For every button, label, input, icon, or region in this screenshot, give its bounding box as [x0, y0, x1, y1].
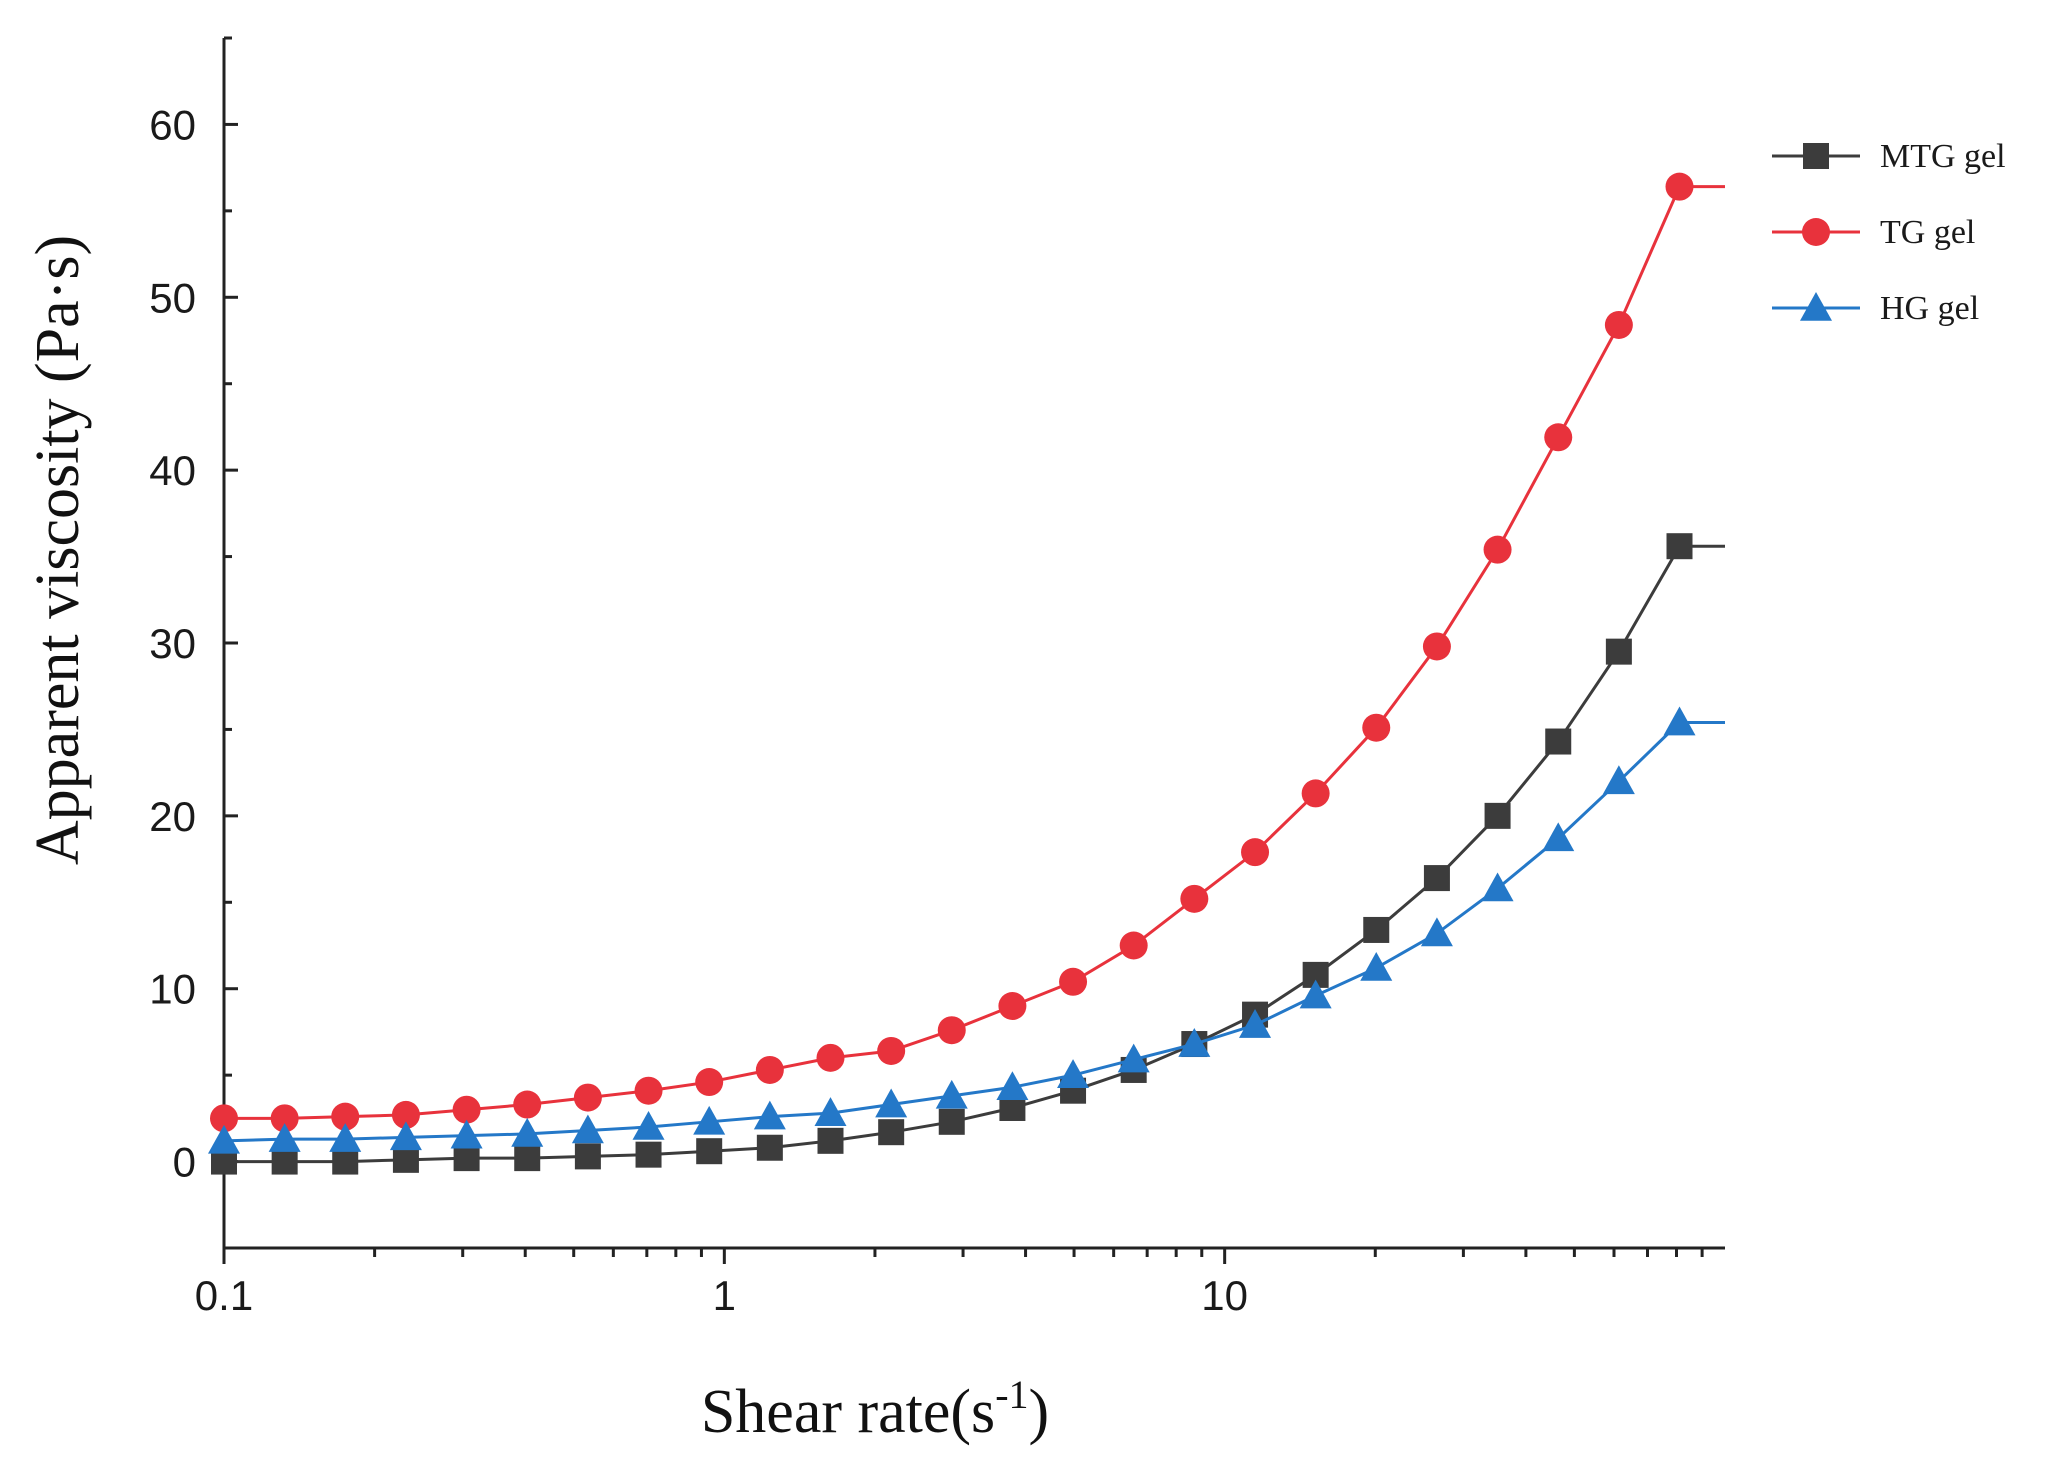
- data-point-triangle: [935, 1079, 968, 1109]
- data-point-square: [1803, 143, 1829, 169]
- data-point-square: [514, 1145, 541, 1172]
- data-point-triangle: [329, 1123, 362, 1152]
- legend-label: TG gel: [1880, 214, 1975, 251]
- data-point-circle: [1544, 423, 1573, 452]
- data-point-triangle: [875, 1088, 908, 1118]
- data-point-square: [574, 1143, 601, 1170]
- data-point-triangle: [389, 1121, 422, 1151]
- data-point-triangle: [996, 1071, 1029, 1101]
- data-point-circle: [937, 1016, 966, 1045]
- data-point-circle: [1301, 779, 1330, 808]
- series-layer: [208, 172, 1725, 1175]
- data-point-circle: [816, 1043, 845, 1072]
- series-line: [223, 721, 1725, 1143]
- data-point-square: [1545, 728, 1572, 755]
- series-tg-gel: [210, 172, 1725, 1133]
- data-point-triangle: [268, 1123, 301, 1152]
- y-tick-label: 50: [149, 274, 196, 321]
- data-point-square: [696, 1138, 723, 1165]
- data-point-square: [756, 1134, 783, 1161]
- data-point-circle: [452, 1095, 481, 1124]
- data-point-triangle: [1239, 1009, 1272, 1038]
- data-point-square: [1363, 916, 1390, 943]
- data-point-square: [1666, 533, 1693, 560]
- axes-layer: 0 10 20 30 40 50 60 0.1 1 10: [149, 36, 1725, 1319]
- data-point-triangle: [1178, 1028, 1211, 1057]
- data-point-square: [817, 1127, 844, 1154]
- y-tick-label: 10: [149, 966, 196, 1013]
- data-point-square: [453, 1145, 480, 1172]
- legend-label: MTG gel: [1880, 138, 2006, 175]
- data-point-triangle: [753, 1100, 786, 1130]
- data-point-circle: [1604, 310, 1633, 339]
- x-tick-label: 1: [713, 1272, 736, 1319]
- data-point-triangle: [1117, 1043, 1150, 1073]
- x-axis-title-main: Shear rate(s: [701, 1378, 995, 1446]
- x-tick-label: 0.1: [195, 1272, 253, 1319]
- data-point-triangle: [1481, 872, 1514, 902]
- data-point-circle: [1241, 838, 1270, 867]
- data-point-triangle: [1057, 1059, 1090, 1088]
- x-axis-title-superscript: -1: [995, 1372, 1028, 1417]
- data-point-triangle: [1299, 979, 1332, 1009]
- data-point-square: [1484, 802, 1511, 829]
- data-point-circle: [270, 1104, 299, 1133]
- data-point-square: [392, 1146, 419, 1173]
- data-point-triangle: [1663, 706, 1696, 736]
- data-point-triangle: [571, 1114, 604, 1144]
- data-point-circle: [1665, 172, 1694, 201]
- legend: MTG gel TG gel HG gel: [1772, 138, 2006, 327]
- series-line: [224, 544, 1725, 1164]
- data-point-triangle: [1420, 917, 1453, 947]
- data-point-triangle: [1800, 292, 1832, 321]
- series-hg-gel: [208, 706, 1725, 1154]
- data-point-square: [938, 1108, 965, 1135]
- y-tick-label: 20: [149, 793, 196, 840]
- data-point-triangle: [814, 1097, 847, 1126]
- data-point-circle: [1483, 535, 1512, 564]
- data-point-square: [878, 1119, 905, 1146]
- data-point-square: [1423, 865, 1450, 892]
- data-point-triangle: [1602, 765, 1635, 795]
- data-point-triangle: [1360, 951, 1393, 981]
- y-axis-title: Apparent viscosity (Pa·s): [24, 235, 92, 865]
- data-point-square: [271, 1148, 298, 1175]
- data-point-triangle: [693, 1105, 726, 1135]
- data-point-circle: [755, 1055, 784, 1084]
- x-axis-title: Shear rate(s-1): [701, 1372, 1049, 1446]
- data-point-circle: [634, 1076, 663, 1105]
- y-tick-label: 30: [149, 620, 196, 667]
- data-point-triangle: [511, 1117, 544, 1147]
- data-point-square: [1605, 638, 1632, 665]
- y-tick-label: 40: [149, 447, 196, 494]
- series-line: [224, 185, 1725, 1120]
- data-point-circle: [1802, 218, 1830, 246]
- data-point-square: [332, 1148, 359, 1175]
- data-point-square: [635, 1141, 662, 1168]
- legend-label: HG gel: [1880, 290, 1979, 327]
- data-point-circle: [573, 1083, 602, 1112]
- data-point-circle: [1059, 967, 1088, 996]
- data-point-circle: [1422, 632, 1451, 661]
- data-point-circle: [1180, 884, 1209, 913]
- data-point-circle: [877, 1036, 906, 1065]
- data-point-triangle: [632, 1111, 665, 1140]
- data-point-circle: [1119, 931, 1148, 960]
- data-point-circle: [331, 1102, 360, 1131]
- data-point-circle: [513, 1090, 542, 1119]
- series-mtg-gel: [211, 533, 1725, 1175]
- y-tick-label: 0: [173, 1139, 196, 1186]
- data-point-circle: [695, 1068, 724, 1097]
- data-point-circle: [210, 1104, 238, 1133]
- x-axis-title-close: ): [1029, 1378, 1050, 1446]
- data-point-circle: [998, 992, 1027, 1020]
- y-tick-label: 60: [149, 101, 196, 148]
- data-point-circle: [391, 1100, 420, 1129]
- x-tick-label: 10: [1201, 1272, 1248, 1319]
- data-point-circle: [1362, 713, 1391, 742]
- data-point-triangle: [1542, 822, 1575, 852]
- data-point-triangle: [208, 1124, 240, 1154]
- data-point-triangle: [450, 1119, 483, 1149]
